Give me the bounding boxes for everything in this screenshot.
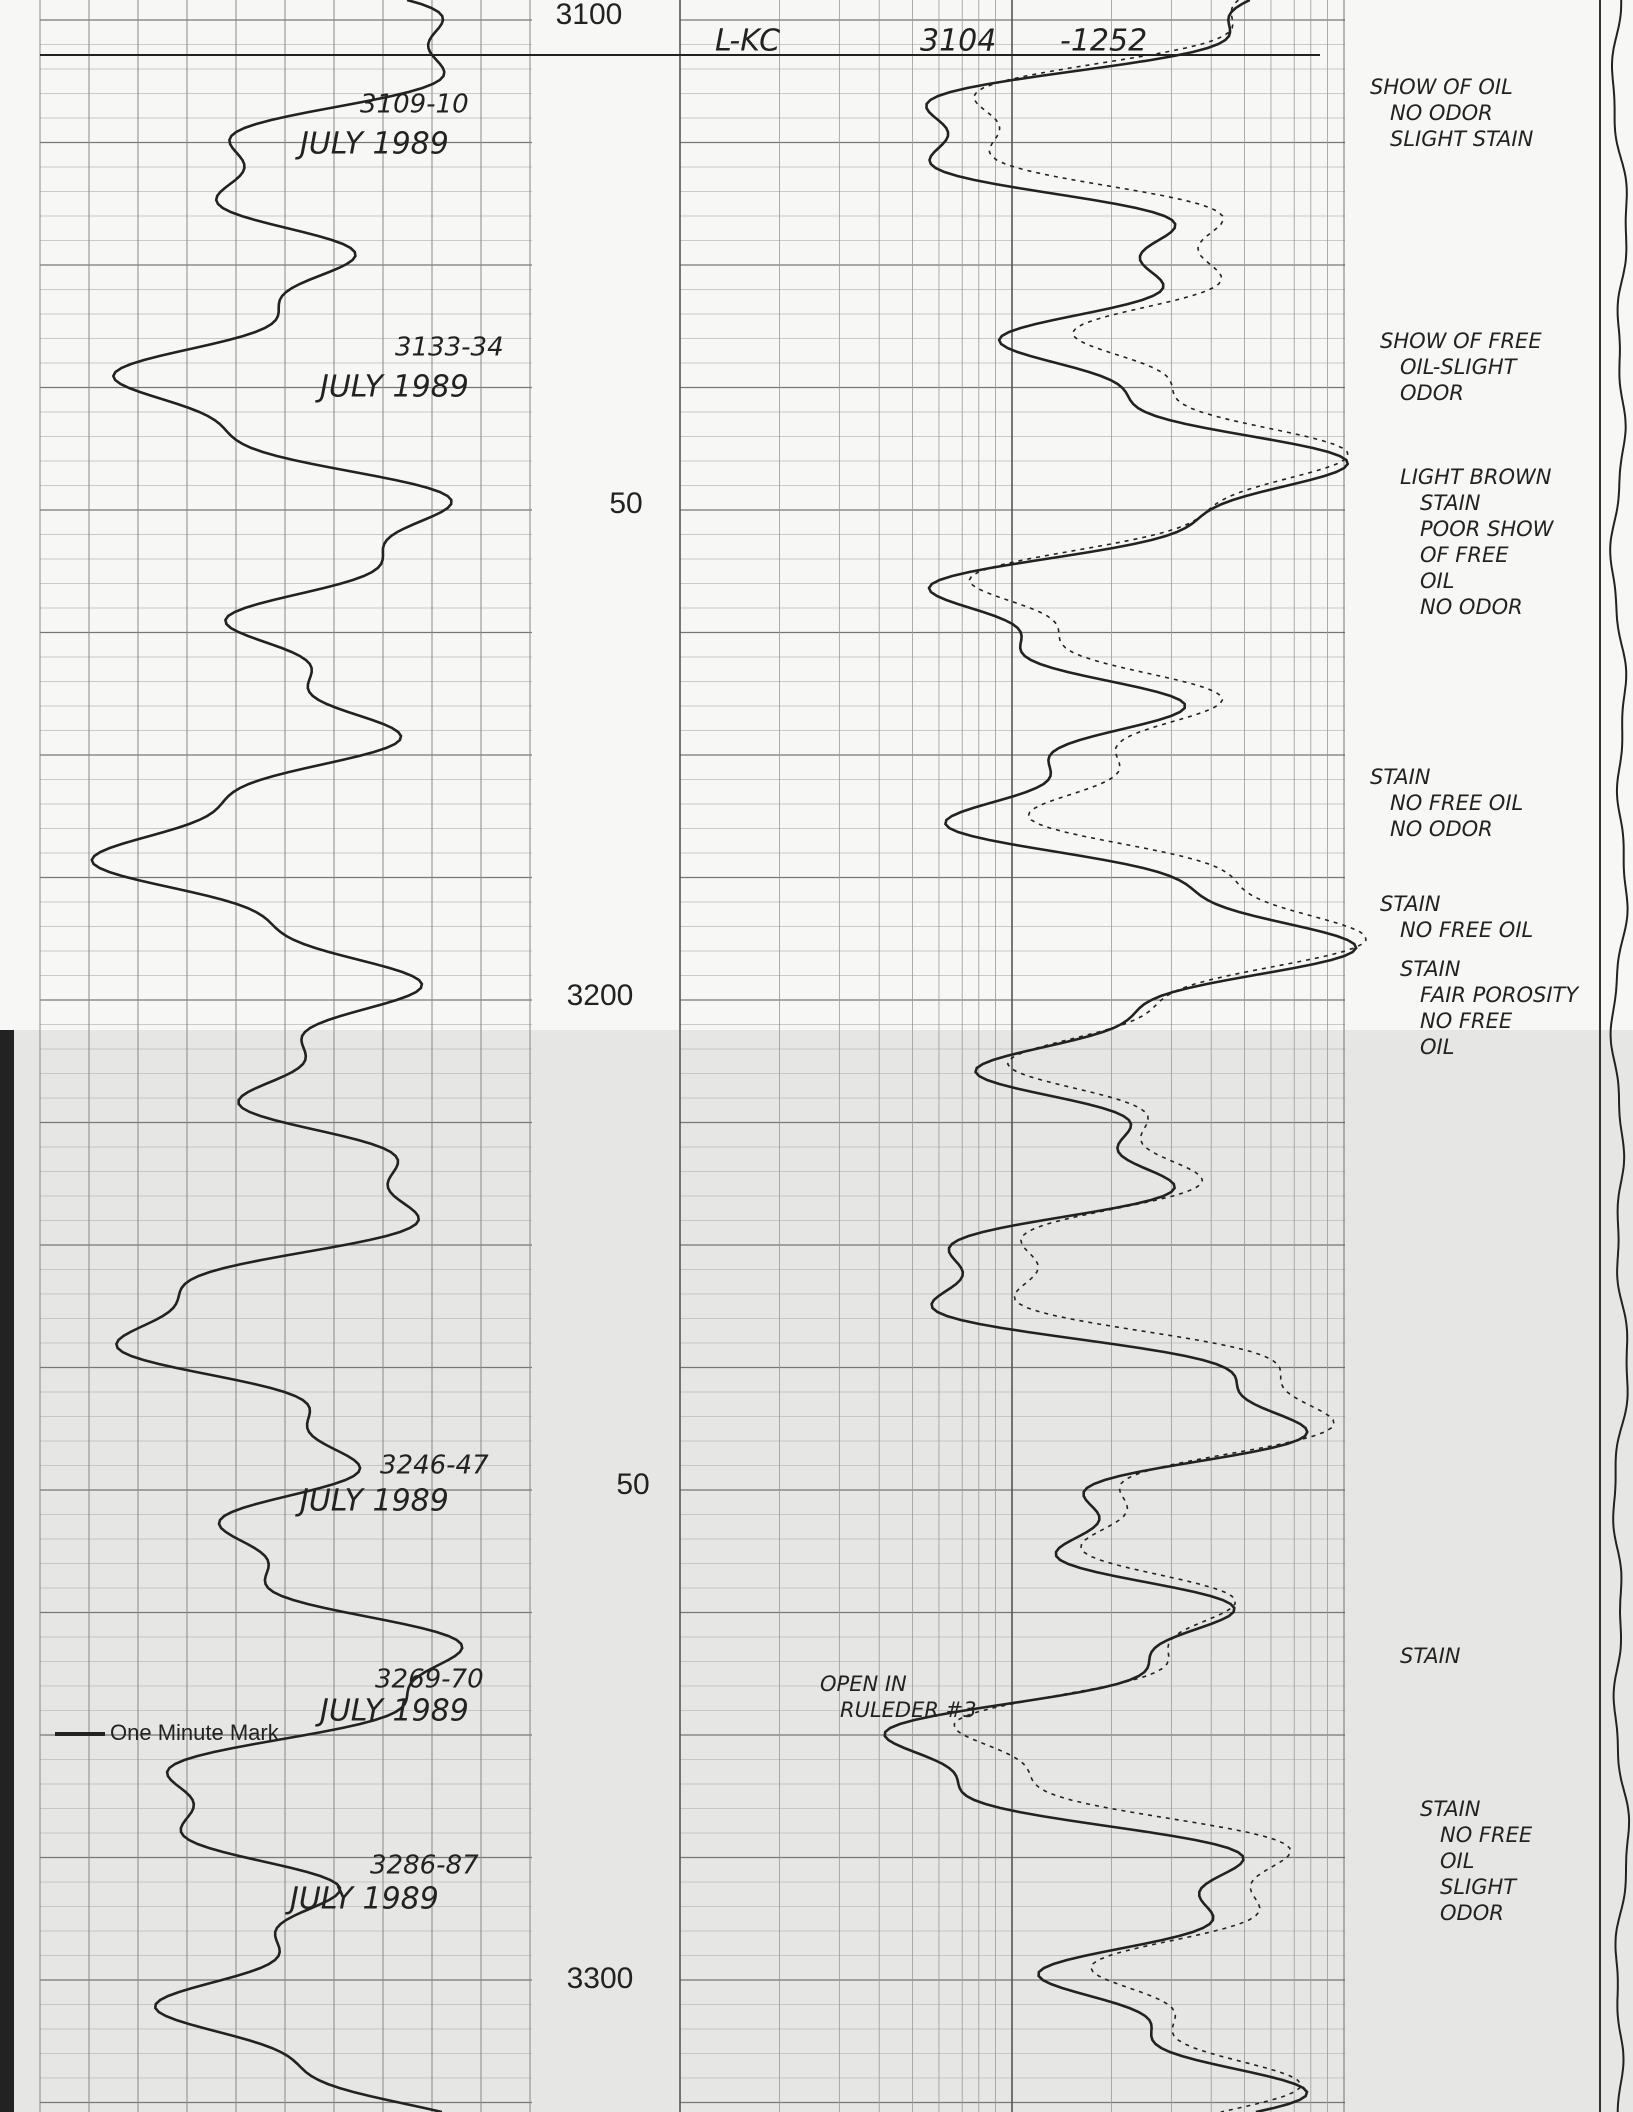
note-line: NO FREE OIL (1390, 791, 1523, 815)
labels: 3100 50 3200 50 3300 L-KC 3104 -1252 3109-10 JULY… (40, 0, 1580, 1995)
sample-depth: 3246-47 (380, 1451, 489, 1481)
sample-date: JULY 1989 (285, 1882, 439, 1917)
note-line: OIL (1420, 1035, 1454, 1059)
note-line: NO ODOR (1390, 817, 1493, 841)
note-line: ODOR (1440, 1901, 1504, 1925)
note-line: OF FREE (1420, 543, 1509, 567)
sample-depth: 3269-70 (375, 1665, 484, 1695)
sample-date: JULY 1989 (295, 127, 449, 162)
note-line: SLIGHT STAIN (1390, 127, 1534, 151)
depth-label: 3100 (556, 0, 623, 31)
note-line: STAIN (1420, 1797, 1481, 1821)
note-line: SHOW OF FREE (1380, 329, 1542, 353)
grid (39, 0, 1601, 2112)
note-line: NO FREE OIL (1400, 918, 1533, 942)
note-line: STAIN (1370, 765, 1431, 789)
sample-date: JULY 1989 (295, 1484, 449, 1519)
log-curve (1609, 0, 1631, 2112)
note-line: STAIN (1400, 957, 1461, 981)
sample-date: JULY 1989 (315, 1694, 469, 1729)
note-line: OPEN IN (820, 1672, 907, 1696)
note-line: STAIN (1420, 491, 1481, 515)
note-line: FAIR POROSITY (1420, 983, 1580, 1007)
note-line: OIL (1440, 1849, 1474, 1873)
sample-depth: 3286-87 (370, 1851, 479, 1881)
note-line: STAIN (1400, 1644, 1461, 1668)
note-line: NO ODOR (1390, 101, 1493, 125)
note-line: NO ODOR (1420, 595, 1523, 619)
log-curve (953, 0, 1367, 2112)
depth-label: 3200 (567, 979, 634, 1012)
header-formation: L-KC (715, 24, 780, 59)
note-line: OIL-SLIGHT (1400, 355, 1519, 379)
note-line: LIGHT BROWN (1400, 465, 1552, 489)
log-curve (90, 0, 464, 2112)
depth-label: 50 (616, 1468, 649, 1501)
marker-label: One Minute Mark (110, 1720, 280, 1745)
note-line: OIL (1420, 569, 1454, 593)
paper-top (0, 0, 1633, 1030)
note-line: STAIN (1380, 892, 1441, 916)
note-line: SHOW OF OIL (1370, 75, 1513, 99)
note-line: NO FREE (1440, 1823, 1533, 1847)
curves (90, 0, 1631, 2112)
scan-edge (0, 1030, 14, 2112)
sample-depth: 3109-10 (360, 90, 469, 120)
sample-depth: 3133-34 (395, 333, 504, 363)
note-line: SLIGHT (1440, 1875, 1518, 1899)
depth-label: 3300 (567, 1962, 634, 1995)
header-top: 3104 (920, 24, 996, 59)
note-line: RULEDER #3 (840, 1698, 977, 1722)
note-line: POOR SHOW (1420, 517, 1555, 541)
depth-label: 50 (609, 487, 642, 520)
note-line: ODOR (1400, 381, 1464, 405)
header-datum: -1252 (1060, 24, 1147, 59)
paper-bottom (0, 1030, 1633, 2112)
sample-date: JULY 1989 (315, 370, 469, 405)
log-curve (883, 0, 1358, 2112)
note-line: NO FREE (1420, 1009, 1513, 1033)
